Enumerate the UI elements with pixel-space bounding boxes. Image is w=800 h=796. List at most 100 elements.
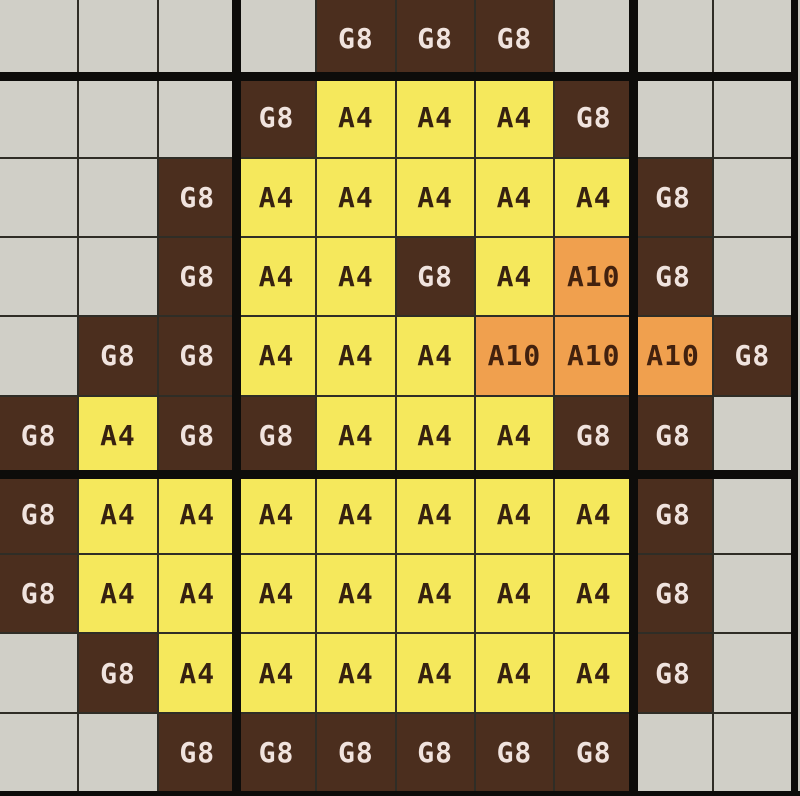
pattern-cell-g8: G8 (634, 396, 712, 474)
pattern-cell-g8: G8 (475, 713, 554, 791)
pattern-cell-g8: G8 (555, 713, 633, 791)
pattern-cell-empty (79, 713, 157, 791)
pattern-cell-a4: A4 (237, 634, 316, 712)
pattern-cell-g8: G8 (475, 0, 554, 78)
pattern-cell-empty (713, 158, 791, 236)
pattern-cell-empty (713, 396, 791, 474)
pattern-cell-g8: G8 (158, 237, 236, 316)
pattern-cell-empty (0, 713, 78, 791)
pattern-cell-g8: G8 (0, 475, 78, 554)
pattern-cell-empty (79, 158, 157, 236)
pattern-cell-g8: G8 (317, 0, 395, 78)
pattern-cell-g8: G8 (237, 396, 316, 474)
pattern-cell-a4: A4 (475, 475, 554, 554)
pattern-cell-a10: A10 (555, 317, 633, 395)
pattern-cell-empty (0, 79, 78, 157)
pattern-cell-g8: G8 (396, 237, 474, 316)
pattern-cell-empty (555, 0, 633, 78)
pattern-cell-a4: A4 (475, 79, 554, 157)
pattern-cell-empty (79, 79, 157, 157)
pattern-cell-empty (79, 0, 157, 78)
pattern-cell-empty (713, 237, 791, 316)
pattern-cell-a4: A4 (79, 475, 157, 554)
pattern-cell-a4: A4 (317, 317, 395, 395)
pattern-cell-empty (713, 713, 791, 791)
pattern-cell-g8: G8 (317, 713, 395, 791)
pattern-cell-a4: A4 (317, 475, 395, 554)
pattern-cell-empty (713, 475, 791, 554)
pattern-cell-a4: A4 (79, 555, 157, 633)
pattern-cell-a10: A10 (634, 317, 712, 395)
pattern-cell-a4: A4 (396, 158, 474, 236)
pattern-cell-a4: A4 (237, 158, 316, 236)
pattern-cell-g8: G8 (158, 317, 236, 395)
pattern-cell-g8: G8 (634, 555, 712, 633)
pattern-cell-a4: A4 (475, 634, 554, 712)
pattern-cell-a4: A4 (317, 79, 395, 157)
pattern-cell-g8: G8 (158, 713, 236, 791)
pattern-cell-a4: A4 (237, 237, 316, 316)
pattern-cell-a4: A4 (317, 158, 395, 236)
pattern-cell-a4: A4 (237, 317, 316, 395)
pattern-cell-a4: A4 (475, 237, 554, 316)
pattern-cell-a4: A4 (317, 555, 395, 633)
pattern-cell-a10: A10 (475, 317, 554, 395)
pattern-cell-g8: G8 (555, 396, 633, 474)
pattern-cell-g8: G8 (0, 555, 78, 633)
pattern-cell-a4: A4 (475, 555, 554, 633)
pattern-cell-a4: A4 (396, 79, 474, 157)
pattern-cell-g8: G8 (0, 396, 78, 474)
pattern-cell-empty (0, 237, 78, 316)
pattern-cell-g8: G8 (237, 79, 316, 157)
pattern-cell-g8: G8 (79, 317, 157, 395)
pattern-cell-a4: A4 (555, 555, 633, 633)
pattern-cell-a4: A4 (555, 475, 633, 554)
pattern-cell-a4: A4 (396, 396, 474, 474)
pattern-cell-a4: A4 (158, 555, 236, 633)
pattern-cell-g8: G8 (237, 713, 316, 791)
pattern-cell-g8: G8 (634, 158, 712, 236)
pattern-cell-empty (0, 317, 78, 395)
pattern-cell-a4: A4 (555, 158, 633, 236)
pattern-cell-a4: A4 (396, 475, 474, 554)
pattern-cell-empty (0, 158, 78, 236)
pattern-cell-a4: A4 (475, 158, 554, 236)
pattern-cell-a4: A4 (396, 317, 474, 395)
pattern-cell-a4: A4 (317, 237, 395, 316)
pattern-cell-a4: A4 (158, 634, 236, 712)
pattern-cell-empty (634, 79, 712, 157)
pattern-cell-a10: A10 (555, 237, 633, 316)
pattern-cell-a4: A4 (317, 396, 395, 474)
pattern-cell-empty (713, 634, 791, 712)
pattern-cell-empty (634, 713, 712, 791)
pattern-cell-g8: G8 (713, 317, 791, 395)
screen-edge-sliver (798, 0, 800, 791)
pattern-cell-empty (634, 0, 712, 78)
pattern-cell-a4: A4 (158, 475, 236, 554)
pattern-cell-empty (237, 0, 316, 78)
pattern-cell-empty (713, 79, 791, 157)
pattern-cell-g8: G8 (634, 237, 712, 316)
pattern-cell-g8: G8 (634, 475, 712, 554)
pattern-cell-g8: G8 (396, 0, 474, 78)
pattern-cell-empty (713, 555, 791, 633)
pattern-cell-a4: A4 (317, 634, 395, 712)
pattern-cell-empty (158, 0, 236, 78)
pattern-cell-a4: A4 (237, 555, 316, 633)
pattern-cell-a4: A4 (396, 634, 474, 712)
pattern-cell-g8: G8 (634, 634, 712, 712)
pattern-cell-g8: G8 (158, 158, 236, 236)
pattern-cell-g8: G8 (158, 396, 236, 474)
pattern-cell-a4: A4 (79, 396, 157, 474)
pattern-cell-a4: A4 (237, 475, 316, 554)
pattern-cell-g8: G8 (555, 79, 633, 157)
pattern-cell-g8: G8 (79, 634, 157, 712)
pattern-cell-g8: G8 (396, 713, 474, 791)
pattern-cell-empty (158, 79, 236, 157)
pattern-cell-empty (0, 634, 78, 712)
pattern-cell-empty (0, 0, 78, 78)
pattern-cell-empty (713, 0, 791, 78)
pattern-cell-a4: A4 (475, 396, 554, 474)
